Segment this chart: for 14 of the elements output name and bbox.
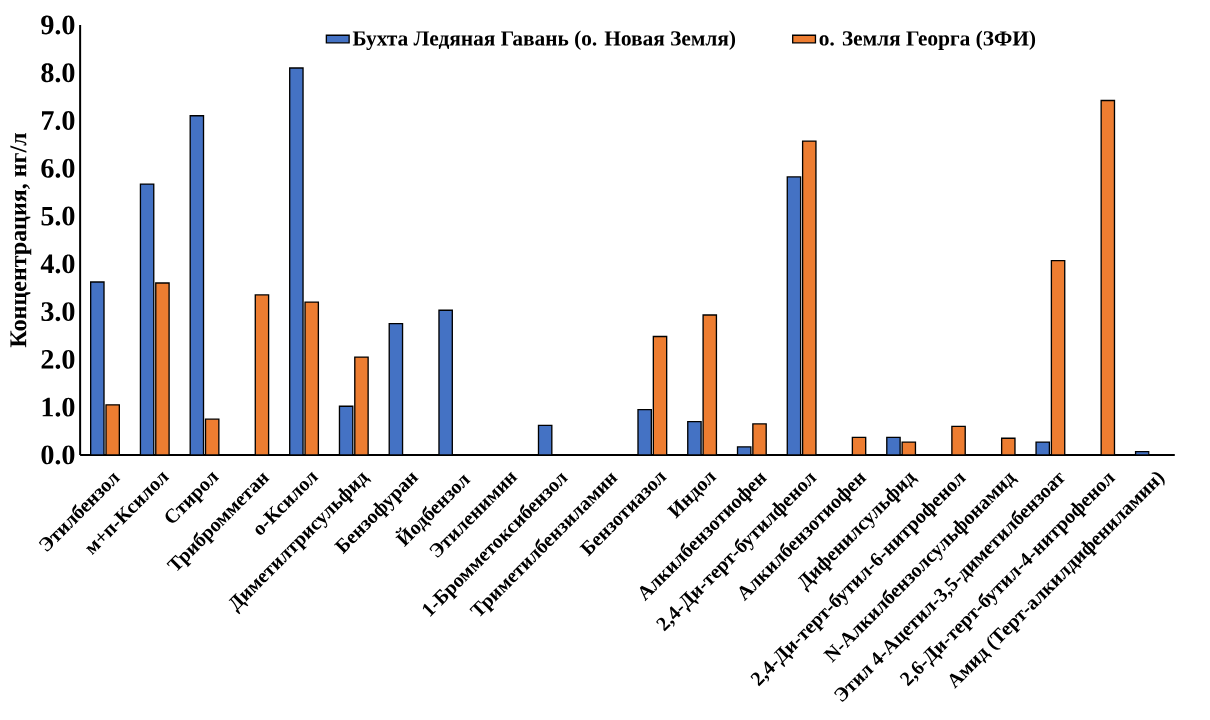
y-tick-label: 2.0 — [41, 349, 75, 369]
y-tick-label: 4.0 — [40, 254, 75, 274]
y-tick-label: 5.0 — [41, 206, 75, 226]
legend-label: о. Земля Георга (ЗФИ) — [819, 30, 1036, 50]
y-tick-label: 0.0 — [41, 445, 75, 465]
y-axis-title: Концентрация, нг/л — [10, 133, 32, 348]
y-tick-label: 7.0 — [42, 111, 75, 131]
legend-label: Бухта Ледяная Гавань (о. Новая Земля) — [352, 30, 736, 51]
y-tick-label: 1.0 — [42, 397, 75, 417]
y-tick-label: 9.0 — [41, 15, 75, 35]
y-tick-label: 3.0 — [41, 302, 75, 322]
y-tick-label: 8.0 — [41, 63, 75, 83]
bar — [1100, 99, 1116, 455]
y-tick-label: 6.0 — [41, 158, 75, 178]
